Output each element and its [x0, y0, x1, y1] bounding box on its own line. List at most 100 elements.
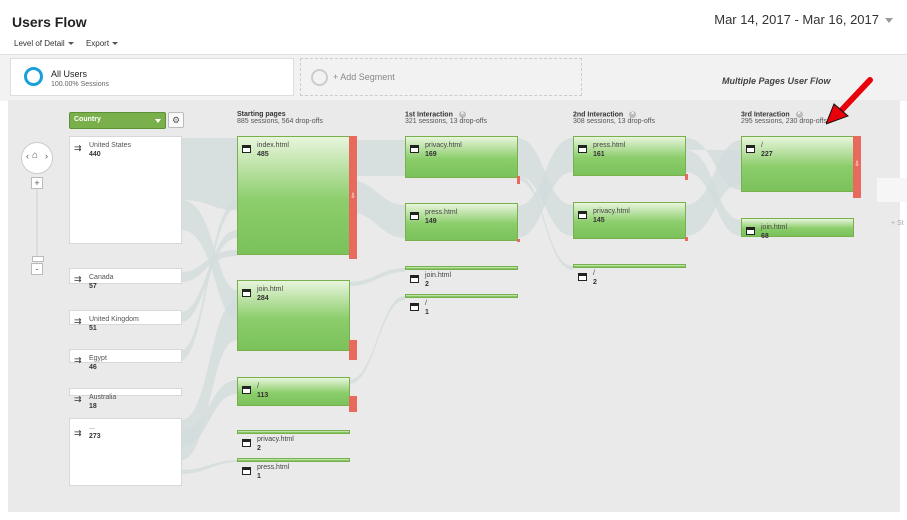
- page-icon: [242, 467, 251, 475]
- next-step-placeholder[interactable]: [877, 178, 907, 202]
- column-header-1st: 1st Interaction × 321 sessions, 13 drop-o…: [405, 111, 487, 125]
- dropoff-bar[interactable]: [349, 396, 357, 412]
- dimension-label: Country: [74, 116, 101, 123]
- column-stats: 308 sessions, 13 drop-offs: [573, 118, 655, 126]
- zoom-in-button[interactable]: +: [31, 177, 43, 189]
- date-range-text: Mar 14, 2017 - Mar 16, 2017: [714, 12, 879, 27]
- page-name: join.html: [761, 224, 788, 231]
- page-value: 227: [761, 151, 773, 158]
- arrow-right-icon: ⇉: [74, 394, 82, 404]
- remove-step-icon[interactable]: ×: [795, 111, 803, 118]
- flow-link: [181, 138, 237, 210]
- zoom-handle[interactable]: [32, 256, 44, 262]
- dropoff-bar[interactable]: [517, 176, 520, 184]
- country-name: United Kingdom: [89, 316, 139, 323]
- country-value: 273: [89, 433, 101, 440]
- date-range-picker[interactable]: Mar 14, 2017 - Mar 16, 2017: [714, 12, 893, 27]
- page-node[interactable]: press.html 149: [405, 203, 518, 241]
- arrow-right-icon: ⇉: [74, 355, 82, 365]
- page-node[interactable]: join.html 284: [237, 280, 350, 351]
- zoom-out-button[interactable]: -: [31, 263, 43, 275]
- dropoff-icon: ⇩: [350, 193, 356, 200]
- page-name: press.html: [425, 209, 458, 216]
- page-node[interactable]: / 113: [237, 377, 350, 406]
- page-value: 1: [425, 309, 429, 316]
- flow-link: [517, 176, 573, 270]
- flow-link: [349, 180, 405, 238]
- page-value: 68: [761, 233, 769, 240]
- chevron-down-icon: [67, 42, 74, 46]
- dropoff-bar[interactable]: ⇩: [349, 136, 357, 259]
- page-node[interactable]: / 227: [741, 136, 854, 192]
- page-node[interactable]: join.html 68: [741, 218, 854, 240]
- dropoff-icon: ⇩: [854, 161, 860, 168]
- page-name: privacy.html: [593, 208, 630, 215]
- pan-right-icon[interactable]: ›: [45, 151, 48, 161]
- country-node[interactable]: ⇉ United States 440: [69, 136, 182, 244]
- page-value: 2: [257, 445, 261, 452]
- dropoff-bar[interactable]: [349, 340, 357, 360]
- level-of-detail-menu[interactable]: Level of Detail: [14, 39, 74, 48]
- page-icon: [746, 145, 755, 153]
- level-of-detail-label: Level of Detail: [14, 39, 65, 48]
- flow-link: [181, 380, 237, 446]
- page-node[interactable]: join.html 2: [405, 266, 518, 288]
- export-menu[interactable]: Export: [86, 39, 119, 48]
- page-node[interactable]: privacy.html 2: [237, 430, 350, 452]
- page-node[interactable]: press.html 1: [237, 458, 350, 480]
- page-value: 485: [257, 151, 269, 158]
- flow-link: [349, 296, 405, 384]
- remove-step-icon[interactable]: ×: [629, 111, 637, 118]
- column-title: 1st Interaction: [405, 111, 453, 119]
- country-node[interactable]: ⇉ ... 273: [69, 418, 182, 486]
- country-value: 46: [89, 364, 97, 371]
- country-node[interactable]: ⇉ United Kingdom 51: [69, 310, 182, 332]
- country-node[interactable]: ⇉ Australia 18: [69, 388, 182, 410]
- page-value: 145: [593, 217, 605, 224]
- column-stats: 295 sessions, 230 drop-offs: [741, 118, 827, 126]
- page-value: 2: [425, 281, 429, 288]
- page-value: 1: [257, 473, 261, 480]
- add-step-label[interactable]: + St: [891, 220, 904, 227]
- page-node[interactable]: / 1: [405, 294, 518, 316]
- country-value: 440: [89, 151, 101, 158]
- country-value: 57: [89, 283, 97, 290]
- zoom-control: + -: [31, 177, 44, 275]
- dropoff-bar[interactable]: [517, 239, 520, 242]
- dimension-dropdown[interactable]: Country: [69, 112, 166, 129]
- gear-icon[interactable]: ⚙: [168, 112, 184, 128]
- dropoff-bar[interactable]: [685, 237, 688, 241]
- page-node[interactable]: privacy.html 169: [405, 136, 518, 178]
- column-header-3rd: 3rd Interaction × 295 sessions, 230 drop-…: [741, 111, 827, 125]
- page-name: press.html: [593, 142, 626, 149]
- add-segment-icon: [311, 69, 328, 86]
- pan-left-icon[interactable]: ‹: [26, 151, 29, 161]
- flow-link: [685, 140, 741, 236]
- page-node[interactable]: privacy.html 145: [573, 202, 686, 239]
- flow-link: [181, 250, 237, 282]
- add-segment-button[interactable]: + Add Segment: [300, 58, 582, 96]
- country-value: 18: [89, 403, 97, 410]
- home-icon[interactable]: ⌂: [32, 150, 39, 161]
- dropoff-bar[interactable]: [685, 174, 688, 180]
- country-node[interactable]: ⇉ Egypt 46: [69, 349, 182, 371]
- country-node[interactable]: ⇉ Canada 57: [69, 268, 182, 290]
- segment-all-users[interactable]: All Users 100.00% Sessions: [10, 58, 294, 96]
- add-segment-label: + Add Segment: [333, 72, 395, 82]
- zoom-track[interactable]: [36, 189, 38, 263]
- dropoff-bar[interactable]: ⇩: [853, 136, 861, 198]
- page-icon: [746, 227, 755, 235]
- page-node[interactable]: index.html 485: [237, 136, 350, 255]
- page-node[interactable]: press.html 161: [573, 136, 686, 176]
- arrow-right-icon: ⇉: [74, 316, 82, 326]
- page-value: 161: [593, 151, 605, 158]
- page-node[interactable]: / 2: [573, 264, 686, 286]
- flow-link: [181, 300, 237, 460]
- remove-step-icon[interactable]: ×: [458, 111, 466, 118]
- country-name: ...: [89, 424, 95, 431]
- page-name: privacy.html: [425, 142, 462, 149]
- page-name: /: [593, 270, 595, 277]
- pan-control[interactable]: ‹ ⌂ ›: [21, 142, 53, 174]
- column-stats: 885 sessions, 564 drop-offs: [237, 118, 323, 125]
- column-title: 2nd Interaction: [573, 111, 624, 119]
